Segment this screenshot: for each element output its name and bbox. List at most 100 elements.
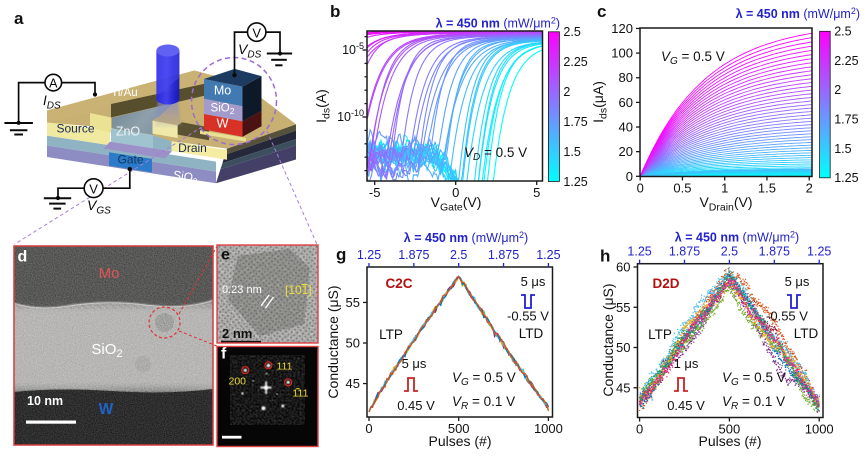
svg-text:1.25: 1.25 — [807, 245, 831, 259]
svg-text:1.25: 1.25 — [627, 245, 651, 259]
svg-text:SiO2: SiO2 — [211, 103, 235, 117]
svg-text:f: f — [221, 346, 227, 363]
svg-text:1.25: 1.25 — [834, 171, 858, 185]
svg-text:VG = 0.5 V: VG = 0.5 V — [661, 49, 725, 67]
svg-text:5 μs: 5 μs — [785, 274, 810, 289]
svg-text:λ = 450 nm (mW/μm2): λ = 450 nm (mW/μm2) — [436, 16, 560, 31]
svg-text:VG = 0.5 V: VG = 0.5 V — [722, 370, 786, 388]
svg-text:ZnO: ZnO — [116, 125, 141, 139]
svg-text:Conductance (μS): Conductance (μS) — [325, 285, 341, 398]
svg-text:2: 2 — [834, 83, 841, 97]
svg-text:0: 0 — [452, 185, 459, 200]
svg-text:20: 20 — [619, 144, 633, 159]
svg-text:Mo: Mo — [99, 265, 120, 282]
svg-text:VR = 0.1 V: VR = 0.1 V — [452, 394, 515, 412]
svg-text:2.5: 2.5 — [563, 25, 580, 39]
svg-text:1.25: 1.25 — [563, 175, 587, 189]
svg-text:0: 0 — [365, 421, 372, 436]
svg-text:1000: 1000 — [805, 422, 834, 437]
svg-text:1.5: 1.5 — [563, 145, 580, 159]
svg-text:VR = 0.1 V: VR = 0.1 V — [722, 394, 785, 412]
svg-text:VD = 0.5 V: VD = 0.5 V — [464, 145, 527, 163]
svg-text:1.875: 1.875 — [759, 245, 790, 259]
svg-text:2: 2 — [563, 85, 570, 99]
svg-text:111: 111 — [293, 388, 309, 400]
svg-text:0: 0 — [636, 422, 643, 437]
svg-text:Ti/Au: Ti/Au — [111, 87, 137, 99]
svg-text:50: 50 — [616, 340, 630, 355]
svg-text:LTD: LTD — [794, 326, 819, 341]
svg-text:Conductance (μS): Conductance (μS) — [600, 283, 616, 396]
svg-text:V: V — [252, 25, 261, 40]
svg-text:5: 5 — [533, 185, 540, 200]
svg-text:5 μs: 5 μs — [402, 356, 427, 371]
svg-text:0: 0 — [637, 181, 644, 196]
svg-text:10 nm: 10 nm — [27, 394, 63, 408]
svg-text:a: a — [14, 9, 24, 28]
svg-text:40: 40 — [619, 120, 633, 135]
svg-text:g: g — [336, 245, 346, 264]
svg-text:-5: -5 — [369, 185, 381, 200]
svg-text:λ = 450 nm (mW/μm2): λ = 450 nm (mW/μm2) — [675, 230, 799, 245]
svg-text:2.5: 2.5 — [834, 25, 851, 39]
svg-text:SiO2: SiO2 — [172, 168, 199, 187]
svg-text:50: 50 — [346, 336, 360, 351]
svg-text:120: 120 — [611, 21, 633, 36]
svg-text:W: W — [99, 401, 114, 418]
svg-text:Gate: Gate — [117, 153, 143, 167]
svg-text:0: 0 — [626, 169, 633, 184]
svg-text:1 μs: 1 μs — [674, 356, 699, 371]
svg-text:Pulses (#): Pulses (#) — [428, 433, 491, 449]
svg-text:1: 1 — [721, 181, 728, 196]
svg-text:e: e — [221, 247, 230, 264]
svg-text:1.25: 1.25 — [536, 248, 560, 262]
svg-text:C2C: C2C — [385, 276, 412, 291]
svg-text:55: 55 — [616, 300, 630, 315]
svg-text:Source: Source — [56, 122, 94, 136]
svg-text:2.5: 2.5 — [450, 248, 467, 262]
svg-text:0.45 V: 0.45 V — [397, 398, 435, 413]
svg-text:1.875: 1.875 — [488, 248, 519, 262]
svg-text:V: V — [89, 181, 98, 196]
svg-text:LTP: LTP — [379, 327, 403, 342]
svg-text:1.25: 1.25 — [357, 248, 381, 262]
svg-text:D2D: D2D — [652, 276, 679, 291]
svg-text:A: A — [49, 76, 58, 90]
svg-text:2.25: 2.25 — [834, 54, 858, 68]
svg-text:2.5: 2.5 — [721, 245, 738, 259]
svg-text:-0.55 V: -0.55 V — [507, 309, 549, 324]
svg-text:λ = 450 nm (mW/μm2): λ = 450 nm (mW/μm2) — [736, 6, 860, 21]
svg-text:b: b — [330, 2, 340, 21]
svg-text:d: d — [18, 249, 28, 266]
svg-text:-0.55 V: -0.55 V — [766, 309, 808, 324]
svg-text:60: 60 — [616, 260, 630, 275]
svg-text:200: 200 — [229, 376, 247, 388]
svg-text:45: 45 — [346, 376, 360, 391]
svg-text:1.75: 1.75 — [563, 115, 587, 129]
svg-text:Pulses (#): Pulses (#) — [698, 433, 761, 449]
svg-text:h: h — [600, 247, 610, 266]
svg-text:λ = 450 nm (mW/μm2): λ = 450 nm (mW/μm2) — [404, 230, 528, 245]
svg-text:1.875: 1.875 — [398, 248, 429, 262]
svg-text:0.23 nm: 0.23 nm — [222, 284, 262, 296]
svg-text:1000: 1000 — [534, 421, 563, 436]
svg-text:0.45 V: 0.45 V — [667, 398, 705, 413]
svg-text:1.5: 1.5 — [758, 181, 776, 196]
svg-text:5 μs: 5 μs — [521, 274, 546, 289]
svg-text:1.875: 1.875 — [669, 245, 700, 259]
svg-text:LTP: LTP — [648, 327, 672, 342]
svg-text:500: 500 — [719, 422, 741, 437]
svg-text:111: 111 — [277, 361, 293, 373]
svg-text:1.75: 1.75 — [834, 113, 858, 127]
svg-text:W: W — [217, 117, 229, 131]
svg-text:SiO2: SiO2 — [91, 341, 122, 360]
svg-text:0.5: 0.5 — [673, 181, 691, 196]
svg-text:100: 100 — [611, 46, 633, 61]
svg-text:c: c — [597, 2, 606, 21]
svg-text:1.5: 1.5 — [834, 142, 851, 156]
svg-text:VG = 0.5 V: VG = 0.5 V — [452, 370, 516, 388]
svg-text:45: 45 — [616, 380, 630, 395]
svg-text:Drain: Drain — [178, 141, 207, 155]
svg-text:2: 2 — [806, 181, 813, 196]
svg-text:80: 80 — [619, 70, 633, 85]
